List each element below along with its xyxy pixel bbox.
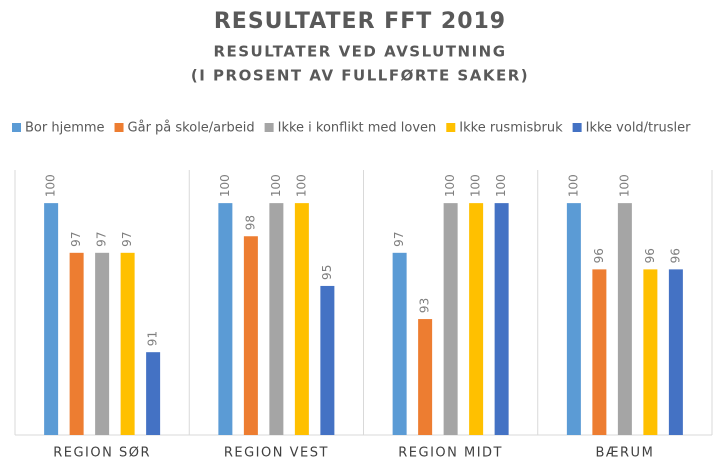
data-label: 91 xyxy=(146,331,160,346)
data-label: 96 xyxy=(668,248,682,263)
x-tick-label: REGION MIDT xyxy=(398,446,503,460)
legend-swatch xyxy=(264,123,274,132)
bar xyxy=(120,252,135,435)
bar xyxy=(95,252,110,435)
x-tick-label: REGION VEST xyxy=(224,446,329,460)
data-label: 97 xyxy=(392,232,406,247)
bar xyxy=(146,352,161,435)
data-label: 100 xyxy=(494,174,508,197)
data-label: 97 xyxy=(69,232,83,247)
bar xyxy=(243,236,258,435)
bar xyxy=(617,203,632,435)
chart-subtitle: RESULTATER VED AVSLUTNING xyxy=(213,43,506,61)
legend-label: Bor hjemme xyxy=(25,121,105,136)
chart-title: RESULTATER FFT 2019 xyxy=(214,9,506,34)
data-label: 96 xyxy=(592,248,606,263)
bar xyxy=(392,252,407,435)
data-label: 97 xyxy=(95,232,109,247)
data-label: 100 xyxy=(294,174,308,197)
bar xyxy=(269,203,284,435)
bar xyxy=(668,269,683,435)
data-label: 100 xyxy=(443,174,457,197)
bar xyxy=(320,285,335,435)
legend-swatch xyxy=(572,123,582,132)
data-label: 100 xyxy=(617,174,631,197)
x-tick-label: BÆRUM xyxy=(595,446,654,460)
legend-label: Ikke vold/trusler xyxy=(586,121,692,136)
bar xyxy=(469,203,484,435)
legend-swatch xyxy=(114,123,124,132)
legend-label: Ikke i konflikt med loven xyxy=(278,121,437,136)
bar xyxy=(643,269,658,435)
legend-label: Ikke rusmisbruk xyxy=(459,121,563,136)
data-label: 100 xyxy=(269,174,283,197)
data-label: 100 xyxy=(566,174,580,197)
legend-swatch xyxy=(12,123,21,132)
data-label: 95 xyxy=(320,265,334,280)
bar xyxy=(69,252,84,435)
legend-label: Går på skole/arbeid xyxy=(128,121,255,136)
bar xyxy=(218,203,233,435)
data-label: 97 xyxy=(120,232,134,247)
data-label: 100 xyxy=(218,174,232,197)
data-label: 93 xyxy=(418,298,432,313)
chart-subtitle: (I PROSENT AV FULLFØRTE SAKER) xyxy=(191,67,529,85)
x-tick-label: REGION SØR xyxy=(53,446,151,460)
bar xyxy=(443,203,458,435)
bar xyxy=(494,203,509,435)
bar xyxy=(592,269,607,435)
legend-swatch xyxy=(446,123,456,132)
bar xyxy=(418,319,433,435)
data-label: 98 xyxy=(243,215,257,230)
data-label: 100 xyxy=(44,174,58,197)
bar xyxy=(294,203,309,435)
bar xyxy=(566,203,581,435)
data-label: 100 xyxy=(469,174,483,197)
bar xyxy=(44,203,59,435)
data-label: 96 xyxy=(643,248,657,263)
